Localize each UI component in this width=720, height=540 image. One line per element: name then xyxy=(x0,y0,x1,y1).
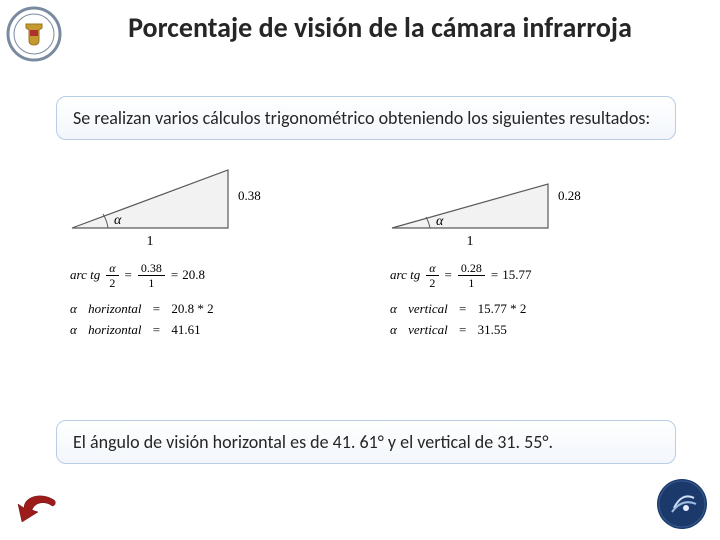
base-label-left: 1 xyxy=(70,234,230,250)
eq-arctg-right: arc tg α2 = 0.281 = 15.77 xyxy=(390,262,531,289)
eq-mult-right: α vertical = 15.77 * 2 xyxy=(390,299,531,320)
eq-result-left: α horizontal = 41.61 xyxy=(70,320,214,341)
equations-left: arc tg α2 = 0.381 = 20.8 α horizontal = … xyxy=(70,262,214,341)
back-arrow-icon[interactable] xyxy=(12,488,62,528)
alpha-glyph-left: α xyxy=(114,213,122,228)
eq-result-right: α vertical = 31.55 xyxy=(390,320,531,341)
result-callout: El ángulo de visión horizontal es de 41.… xyxy=(56,420,676,464)
diagram-right: α 0.28 1 arc tg α2 = 0.281 = 15.77 α ver… xyxy=(390,168,650,341)
side-label-left: 0.38 xyxy=(238,188,261,230)
diagram-left: α 0.38 1 arc tg α2 = 0.381 = 20.8 α hori… xyxy=(70,168,330,341)
eq-arctg-left: arc tg α2 = 0.381 = 20.8 xyxy=(70,262,214,289)
institution-logo-top xyxy=(6,6,62,62)
diagram-area: α 0.38 1 arc tg α2 = 0.381 = 20.8 α hori… xyxy=(0,168,720,341)
base-label-right: 1 xyxy=(390,234,550,250)
page-title: Porcentaje de visión de la cámara infrar… xyxy=(80,12,680,44)
institution-logo-bottom xyxy=(656,478,708,530)
triangle-right-svg: α xyxy=(390,168,550,230)
intro-callout: Se realizan varios cálculos trigonométri… xyxy=(56,96,676,140)
equations-right: arc tg α2 = 0.281 = 15.77 α vertical = 1… xyxy=(390,262,531,341)
eq-mult-left: α horizontal = 20.8 * 2 xyxy=(70,299,214,320)
alpha-glyph-right: α xyxy=(436,214,444,229)
side-label-right: 0.28 xyxy=(558,188,581,230)
triangle-right-wrap: α 0.28 xyxy=(390,168,581,230)
triangle-left-wrap: α 0.38 xyxy=(70,168,261,230)
triangle-left-svg: α xyxy=(70,168,230,230)
